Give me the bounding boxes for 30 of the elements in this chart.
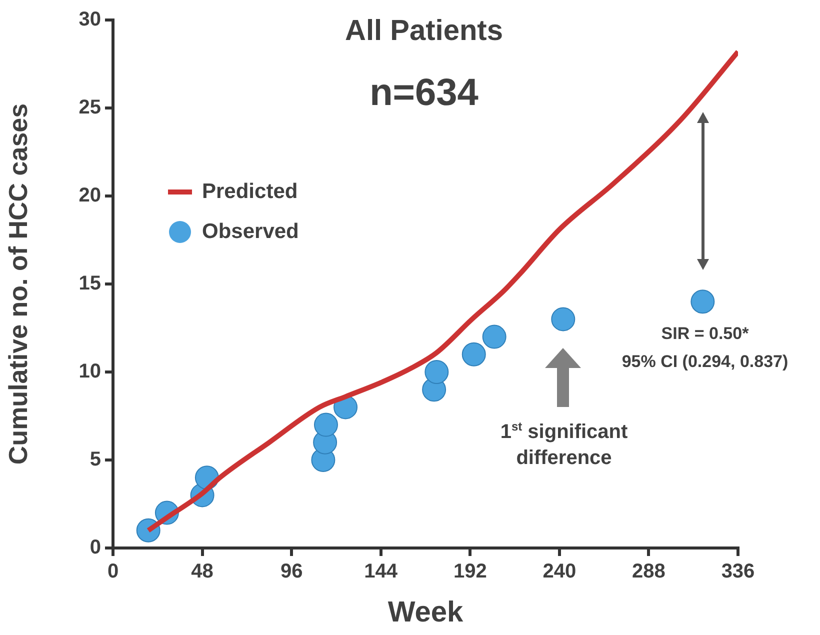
x-tick-label: 192 bbox=[453, 560, 487, 583]
point bbox=[424, 360, 449, 384]
annotation: 95% CI (0.294, 0.837) bbox=[622, 352, 788, 372]
y-tick-label: 30 bbox=[78, 8, 101, 31]
y-tick-label: 25 bbox=[78, 96, 101, 119]
point bbox=[482, 324, 506, 349]
annotation: SIR = 0.50* bbox=[661, 324, 749, 344]
annotation: 1$^{st}$ significant difference bbox=[499, 419, 629, 471]
point bbox=[551, 307, 576, 332]
legend-label: Predicted bbox=[202, 180, 298, 203]
point bbox=[462, 342, 486, 366]
y-tick-label: 20 bbox=[78, 184, 101, 207]
y-axis-title: Cumulative no. of HCC cases bbox=[2, 103, 33, 465]
x-axis-title: Week bbox=[388, 596, 464, 629]
point bbox=[690, 290, 715, 314]
y-tick-label: 15 bbox=[78, 272, 101, 295]
y-tick-label: 10 bbox=[78, 360, 101, 383]
x-tick-label: 48 bbox=[191, 560, 214, 583]
x-tick-label: 144 bbox=[364, 560, 398, 583]
x-tick-label: 96 bbox=[280, 560, 303, 583]
y-tick-label: 5 bbox=[90, 448, 101, 471]
legend-label: Observed bbox=[202, 220, 299, 243]
x-tick-label: 288 bbox=[632, 560, 666, 583]
y-tick-label: 0 bbox=[90, 536, 101, 559]
x-tick-label: 0 bbox=[107, 560, 119, 583]
chart-title: All Patients bbox=[345, 15, 503, 48]
x-tick-label: 336 bbox=[721, 560, 755, 583]
x-tick-label: 240 bbox=[542, 560, 576, 583]
text: n=634 bbox=[370, 72, 478, 115]
point bbox=[314, 412, 338, 437]
